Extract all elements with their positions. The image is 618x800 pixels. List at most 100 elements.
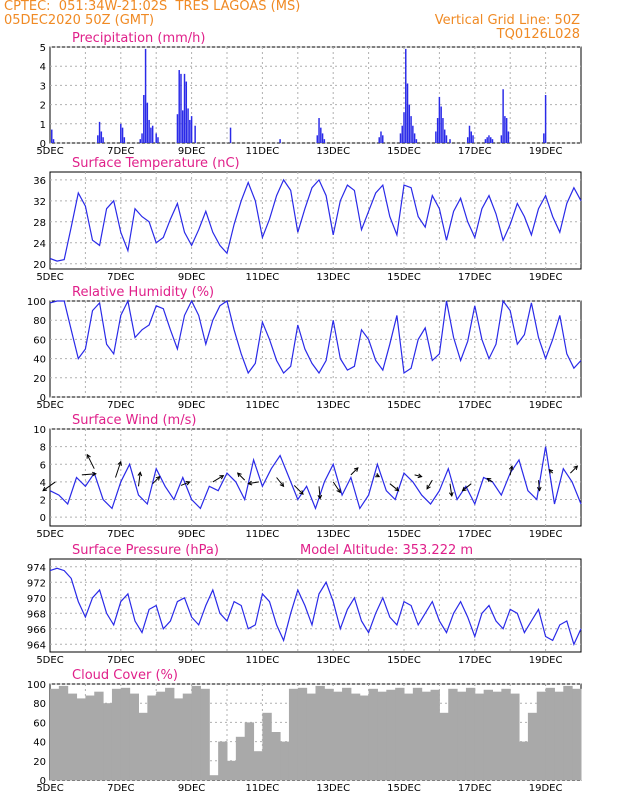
cloud-cover-bar: [262, 712, 272, 780]
precipitation-title: Precipitation (mm/h): [72, 31, 205, 46]
precipitation-xtick-label: 15DEC: [387, 146, 421, 157]
wind-ytick-label: 4: [40, 478, 46, 489]
precipitation-bar: [187, 108, 189, 143]
wind-arrow-head: [461, 486, 467, 492]
cloud-cover-bar: [536, 691, 547, 780]
humidity-xtick-label: 7DEC: [107, 400, 134, 411]
wind-arrow-head: [353, 467, 359, 472]
wind-arrow: [462, 483, 472, 492]
pressure-xtick-label: 15DEC: [387, 655, 421, 666]
cloud-cover-bar: [85, 695, 95, 780]
precipitation-bar: [415, 139, 418, 143]
precipitation-ytick-label: 0: [40, 139, 46, 150]
cloud-cover-xtick-label: 15DEC: [387, 783, 421, 794]
temperature-xtick-label: 5DEC: [36, 272, 63, 283]
cloud-cover-bar: [218, 741, 228, 780]
precipitation-bar: [182, 110, 184, 143]
precipitation-bar: [146, 102, 149, 143]
pressure-ytick-label: 972: [27, 578, 46, 589]
cloud-cover-ytick-label: 20: [33, 757, 46, 768]
pressure-panel: 964 966 968 970 972 974 5DEC 7DEC 9DEC 11DEC 13DEC…: [27, 543, 582, 666]
precipitation-bar: [505, 118, 508, 143]
wind-arrow: [248, 481, 259, 485]
precipitation-bar: [150, 127, 152, 143]
precipitation-bar: [189, 119, 191, 143]
cloud-cover-bar: [359, 695, 370, 780]
cloud-cover-bar: [430, 689, 440, 780]
cloud-cover-bar: [395, 687, 405, 780]
precipitation-bar: [183, 73, 186, 143]
humidity-xtick-label: 19DEC: [529, 400, 563, 411]
precipitation-bar: [442, 118, 444, 143]
wind-arrow-head: [185, 480, 191, 486]
cloud-cover-bar: [288, 688, 299, 780]
cloud-cover-bar: [474, 693, 485, 780]
wind-arrow: [509, 466, 513, 475]
precipitation-bar: [544, 95, 547, 143]
wind-arrow-head: [317, 494, 323, 500]
humidity-xtick-label: 9DEC: [178, 400, 205, 411]
wind-arrow: [138, 472, 141, 487]
wind-arrow-head: [426, 484, 431, 490]
wind-ytick-label: 10: [33, 425, 46, 436]
precipitation-bar: [413, 133, 416, 143]
wind-arrow: [86, 454, 95, 469]
precipitation-bar: [155, 133, 157, 143]
precipitation-ytick-label: 2: [40, 101, 46, 112]
cloud-cover-bar: [58, 685, 69, 780]
temperature-xtick-label: 17DEC: [458, 272, 492, 283]
cloud-cover-bar: [111, 688, 122, 780]
cloud-cover-bar: [324, 688, 334, 780]
precipitation-bar: [380, 131, 382, 143]
precipitation-bar: [401, 125, 403, 143]
humidity-ytick-label: 40: [33, 355, 46, 366]
humidity-ytick-label: 20: [33, 374, 46, 385]
wind-arrow: [389, 483, 399, 492]
wind-arrow-head: [279, 482, 285, 488]
cloud-cover-bar: [244, 722, 255, 780]
wind-arrow-head: [417, 473, 423, 479]
wind-arrow: [81, 473, 96, 476]
wind-xtick-label: 13DEC: [316, 529, 350, 540]
wind-arrow-head: [155, 475, 161, 481]
cloud-cover-bar: [386, 689, 396, 780]
precipitation-bar: [500, 135, 503, 143]
precipitation-bar: [412, 125, 414, 143]
precipitation-xtick-label: 13DEC: [316, 146, 350, 157]
precipitation-panel: 0 1 2 3 4 5 5DEC 7DEC 9DEC 11DEC 13DEC 15DEC 17DEC 19…: [36, 31, 582, 157]
precipitation-bar: [185, 81, 188, 143]
wind-arrow: [449, 483, 453, 496]
cloud-cover-bar: [67, 693, 78, 780]
cloud-cover-bar: [554, 691, 564, 780]
precipitation-bar: [51, 129, 53, 143]
temperature-ytick-label: 20: [33, 260, 46, 271]
precipitation-bar: [320, 127, 322, 143]
cloud-cover-bar: [527, 712, 538, 780]
pressure-xtick-label: 7DEC: [107, 655, 134, 666]
precipitation-bar: [123, 137, 126, 143]
wind-arrow-head: [137, 471, 143, 477]
precipitation-bar: [507, 131, 510, 143]
cloud-cover-xtick-label: 13DEC: [316, 783, 350, 794]
precipitation-bar: [438, 96, 441, 143]
wind-arrow: [276, 477, 284, 487]
precipitation-bar: [406, 83, 409, 143]
wind-arrow: [426, 479, 433, 490]
precipitation-xtick-label: 9DEC: [178, 146, 205, 157]
precipitation-xtick-label: 19DEC: [529, 146, 563, 157]
cloud-cover-bar: [439, 712, 449, 780]
cloud-cover-xtick-label: 7DEC: [107, 783, 134, 794]
wind-ytick-label: 8: [40, 443, 46, 454]
wind-arrow-head: [86, 453, 91, 459]
precipitation-bar: [176, 114, 179, 143]
cloud-cover-bar: [280, 741, 290, 780]
pressure-xtick-label: 5DEC: [36, 655, 63, 666]
precipitation-bar: [382, 135, 384, 143]
wind-xtick-label: 19DEC: [529, 529, 563, 540]
cloud-cover-bar: [227, 760, 237, 780]
humidity-ytick-label: 80: [33, 316, 46, 327]
humidity-ytick-label: 100: [27, 297, 46, 308]
wind-arrow-head: [548, 468, 554, 474]
cloud-cover-bar: [165, 687, 175, 780]
